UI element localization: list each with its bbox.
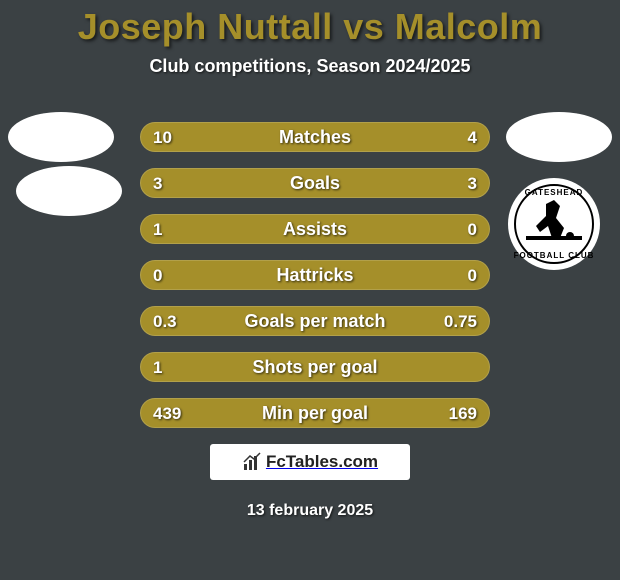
stat-value-left: 439 xyxy=(153,399,181,429)
branding-text: FcTables.com xyxy=(266,452,378,472)
stat-value-left: 0.3 xyxy=(153,307,177,337)
stat-row: 1 Assists 0 xyxy=(140,214,490,244)
subtitle: Club competitions, Season 2024/2025 xyxy=(0,56,620,77)
branding-link[interactable]: FcTables.com xyxy=(210,444,410,480)
stat-row: 1 Shots per goal xyxy=(140,352,490,382)
stat-value-right: 0 xyxy=(468,215,477,245)
stat-value-left: 1 xyxy=(153,215,162,245)
stat-value-right: 0.75 xyxy=(444,307,477,337)
stat-label: Goals per match xyxy=(244,311,385,332)
stat-value-right: 3 xyxy=(468,169,477,199)
chart-icon xyxy=(242,452,262,472)
player-right-silhouette-1 xyxy=(506,112,612,162)
date-text: 13 february 2025 xyxy=(0,502,620,520)
stat-value-left: 1 xyxy=(153,353,162,383)
stat-value-right: 4 xyxy=(468,123,477,153)
stat-label: Matches xyxy=(279,127,351,148)
stat-value-right: 0 xyxy=(468,261,477,291)
club-badge-right: GATESHEAD FOOTBALL CLUB xyxy=(508,178,600,270)
stat-row: 10 Matches 4 xyxy=(140,122,490,152)
stat-value-left: 10 xyxy=(153,123,172,153)
stat-value-right: 169 xyxy=(449,399,477,429)
stat-label: Goals xyxy=(290,173,340,194)
stats-rows: 10 Matches 4 3 Goals 3 1 Assists 0 0 Hattricks 0 0.3… xyxy=(140,122,490,444)
page-title: Joseph Nuttall vs Malcolm xyxy=(0,0,620,48)
club-badge-bottom-text: FOOTBALL CLUB xyxy=(508,251,600,260)
stat-label: Hattricks xyxy=(276,265,353,286)
stat-label: Shots per goal xyxy=(252,357,377,378)
player-left-silhouette-1 xyxy=(8,112,114,162)
stat-row: 3 Goals 3 xyxy=(140,168,490,198)
club-badge-top-text: GATESHEAD xyxy=(508,188,600,197)
stat-value-left: 0 xyxy=(153,261,162,291)
player-left-silhouette-2 xyxy=(16,166,122,216)
stat-label: Assists xyxy=(283,219,347,240)
stat-row: 0 Hattricks 0 xyxy=(140,260,490,290)
stat-row: 0.3 Goals per match 0.75 xyxy=(140,306,490,336)
comparison-card: Joseph Nuttall vs Malcolm Club competiti… xyxy=(0,0,620,580)
stat-label: Min per goal xyxy=(262,403,368,424)
footballer-icon xyxy=(526,198,582,248)
stat-value-left: 3 xyxy=(153,169,162,199)
stat-row: 439 Min per goal 169 xyxy=(140,398,490,428)
